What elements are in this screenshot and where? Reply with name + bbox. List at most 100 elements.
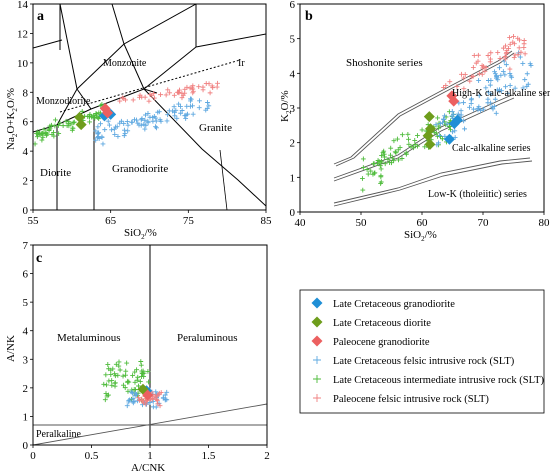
slt-point bbox=[105, 118, 111, 124]
slt-point bbox=[447, 79, 453, 85]
field-label-high-k: High-K calc-alkaline series bbox=[452, 88, 550, 99]
slt-point bbox=[497, 56, 503, 61]
slt-point bbox=[151, 95, 157, 101]
x-tick-label: 75 bbox=[183, 215, 195, 227]
slt-point bbox=[517, 54, 523, 60]
slt-point bbox=[488, 77, 494, 83]
slt-point bbox=[408, 144, 414, 149]
slt-point bbox=[112, 373, 118, 379]
slt-point bbox=[66, 119, 72, 125]
slt-point bbox=[392, 149, 398, 155]
slt-point bbox=[120, 373, 126, 379]
slt-point bbox=[512, 52, 518, 58]
slt-point bbox=[483, 65, 489, 70]
field-label-monzodiorite: Monzodiorite bbox=[36, 96, 91, 107]
slt-point bbox=[125, 378, 131, 384]
slt-point bbox=[395, 147, 401, 153]
field-label-diorite: Diorite bbox=[40, 167, 71, 179]
slt-point bbox=[507, 83, 513, 88]
slt-point bbox=[468, 101, 474, 106]
legend-label: Paleocene granodiorite bbox=[333, 337, 430, 348]
y-tick-label: 5 bbox=[23, 297, 29, 309]
slt-point bbox=[467, 78, 473, 84]
panel-c-points bbox=[101, 359, 170, 410]
late-cret-diorite-point bbox=[74, 111, 86, 123]
y-tick-label: 0 bbox=[23, 440, 29, 452]
slt-point bbox=[96, 116, 102, 122]
slt-point bbox=[69, 127, 75, 133]
slt-point bbox=[481, 63, 487, 69]
field-label-metaluminous: Metaluminous bbox=[57, 332, 121, 344]
x-tick-label: 85 bbox=[261, 215, 273, 227]
slt-point bbox=[382, 154, 388, 160]
y-tick-label: 4 bbox=[290, 68, 296, 80]
slt-point bbox=[378, 166, 384, 172]
slt-point bbox=[405, 131, 411, 137]
slt-point bbox=[437, 133, 443, 138]
slt-point bbox=[378, 159, 384, 165]
slt-point bbox=[501, 45, 506, 51]
panel-c-letter: c bbox=[36, 251, 42, 266]
slt-point bbox=[87, 119, 93, 125]
slt-point bbox=[101, 381, 107, 387]
slt-point bbox=[495, 50, 501, 55]
slt-point bbox=[507, 35, 512, 40]
slt-point bbox=[153, 389, 159, 395]
slt-point bbox=[215, 80, 220, 86]
late-cret-diorite-point bbox=[424, 138, 436, 150]
slt-point bbox=[476, 93, 482, 99]
slt-point bbox=[125, 388, 131, 394]
slt-point bbox=[110, 366, 116, 372]
slt-point bbox=[49, 122, 54, 128]
slt-point bbox=[124, 403, 130, 409]
slt-point bbox=[135, 120, 141, 126]
slt-point bbox=[142, 117, 148, 123]
slt-point bbox=[520, 85, 526, 91]
slt-point bbox=[164, 397, 170, 403]
slt-point bbox=[40, 131, 46, 136]
slt-point bbox=[440, 120, 445, 126]
slt-point bbox=[145, 120, 151, 126]
slt-point bbox=[187, 103, 193, 109]
field-label-ir: Ir bbox=[238, 58, 245, 69]
slt-point bbox=[382, 161, 388, 167]
legend-diamond-icon bbox=[311, 316, 323, 328]
slt-point bbox=[507, 66, 513, 72]
slt-point bbox=[475, 52, 481, 58]
slt-point bbox=[485, 53, 491, 58]
slt-point bbox=[476, 71, 482, 77]
slt-point bbox=[116, 359, 122, 365]
slt-point bbox=[115, 134, 121, 139]
slt-point bbox=[507, 41, 513, 47]
slt-point bbox=[442, 133, 448, 139]
slt-point bbox=[207, 90, 213, 96]
y-tick-label: 14 bbox=[17, 0, 29, 11]
slt-point bbox=[109, 378, 115, 383]
slt-point bbox=[103, 372, 109, 378]
slt-point bbox=[449, 113, 455, 119]
slt-point bbox=[123, 368, 129, 374]
slt-point bbox=[145, 111, 151, 116]
slt-point bbox=[146, 98, 152, 104]
slt-point bbox=[142, 126, 148, 132]
slt-point bbox=[135, 374, 141, 380]
slt-point bbox=[41, 126, 47, 132]
slt-point bbox=[399, 156, 405, 161]
slt-point bbox=[175, 89, 180, 95]
legend-item: Paleocene felsic intrusive rock (SLT) bbox=[313, 394, 489, 405]
slt-point bbox=[521, 38, 527, 43]
slt-point bbox=[115, 372, 121, 378]
slt-point bbox=[106, 392, 111, 398]
slt-point bbox=[196, 105, 202, 111]
slt-point bbox=[138, 122, 144, 128]
slt-point bbox=[105, 362, 111, 367]
slt-point bbox=[79, 108, 85, 114]
slt-point bbox=[95, 131, 101, 136]
slt-point bbox=[140, 371, 145, 376]
slt-point bbox=[112, 380, 118, 386]
slt-point bbox=[60, 123, 66, 129]
legend-diamond-icon bbox=[311, 297, 323, 309]
panel-c-field-labels: Metaluminous Peraluminous Peralkaline bbox=[36, 332, 238, 440]
slt-point bbox=[448, 127, 453, 133]
slt-point bbox=[360, 187, 366, 193]
